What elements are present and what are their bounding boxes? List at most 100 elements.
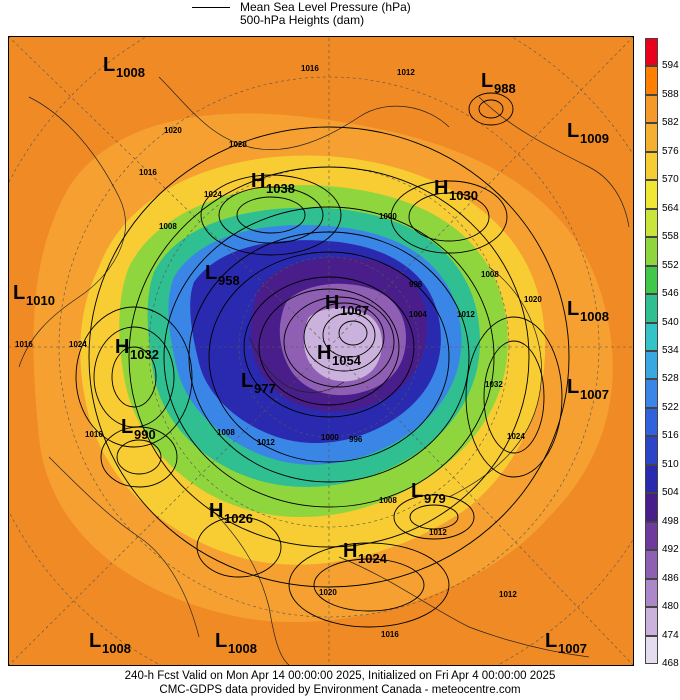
grid-lines — [9, 37, 633, 665]
pressure-center-low: L 1010 — [13, 282, 55, 308]
isobar-label: 1016 — [139, 168, 157, 177]
isobar-label: 1004 — [409, 310, 427, 319]
pressure-center-low: L 1008 — [215, 630, 257, 656]
colorbar-tick-label: 528 — [662, 373, 679, 385]
pressure-center-letter: L — [215, 630, 227, 652]
colorbar-swatch — [645, 550, 658, 579]
pressure-center-low: L 958 — [205, 262, 240, 288]
pressure-center-value: 977 — [254, 381, 276, 396]
pressure-center-low: L 1008 — [89, 630, 131, 656]
pressure-center-letter: L — [241, 370, 253, 392]
pressure-center-letter: H — [115, 336, 129, 358]
colorbar-tick-label: 552 — [662, 259, 679, 271]
pressure-center-high: H 1032 — [115, 336, 159, 362]
colorbar-tick-label: 468 — [662, 658, 679, 669]
colorbar-swatch — [645, 607, 658, 636]
pressure-center-value: 1067 — [340, 303, 369, 318]
colorbar-tick-label: 582 — [662, 117, 679, 129]
colorbar-tick-label: 510 — [662, 458, 679, 470]
colorbar-swatch — [645, 635, 658, 664]
isobar-label: 1000 — [321, 433, 339, 442]
pressure-center-letter: H — [209, 500, 223, 522]
colorbar-swatch — [645, 493, 658, 522]
pressure-center-letter: L — [103, 54, 115, 76]
pressure-center-letter: H — [317, 342, 331, 364]
isobar-label: 1020 — [164, 126, 182, 135]
pressure-center-value: 1009 — [580, 131, 609, 146]
pressure-center-value: 979 — [424, 491, 446, 506]
pressure-center-low: L 1008 — [103, 54, 145, 80]
footer-credit: CMC-GDPS data provided by Environment Ca… — [159, 684, 521, 696]
pressure-center-value: 1007 — [558, 641, 587, 656]
pressure-center-letter: H — [251, 170, 265, 192]
colorbar-swatch — [645, 379, 658, 408]
colorbar-swatch — [645, 322, 658, 351]
pressure-center-value: 990 — [134, 427, 156, 442]
pressure-center-value: 1032 — [130, 347, 159, 362]
pressure-center-high: H 1038 — [251, 170, 295, 196]
isobar-labels: 1016 1012 1020 1028 1024 1016 1008 1000 … — [15, 64, 542, 639]
pressure-center-value: 1007 — [580, 387, 609, 402]
pressure-center-letter: L — [481, 70, 493, 92]
colorbar-tick-label: 504 — [662, 487, 679, 499]
colorbar-swatch — [645, 38, 658, 67]
pressure-center-letter: L — [205, 262, 217, 284]
pressure-center-value: 1026 — [224, 511, 253, 526]
isobar-label: 1016 — [301, 64, 319, 73]
pressure-center-low: L 979 — [411, 480, 446, 506]
colorbar-swatch — [645, 123, 658, 152]
colorbar-tick-label: 516 — [662, 430, 679, 442]
colorbar-tick-label: 540 — [662, 316, 679, 328]
pressure-center-low: L 988 — [481, 70, 516, 96]
colorbar-tick-label: 588 — [662, 88, 679, 100]
isobar-label: 1012 — [499, 590, 517, 599]
legend-heights-label: 500-hPa Heights (dam) — [240, 13, 365, 27]
isobar-label: 1032 — [485, 380, 503, 389]
footer-valid-time: 240-h Fcst Valid on Mon Apr 14 00:00:00 … — [124, 670, 556, 682]
isobars — [75, 92, 570, 628]
isobar-label: 1016 — [85, 430, 103, 439]
isobar-label: 1000 — [379, 212, 397, 221]
legend-mslp-label: Mean Sea Level Pressure (hPa) — [240, 0, 411, 14]
colorbar-swatch — [645, 94, 658, 124]
isobar-label: 1012 — [257, 438, 275, 447]
pressure-center-letter: L — [567, 376, 579, 398]
colorbar-tick-label: 498 — [662, 515, 679, 527]
colorbar-tick-label: 564 — [662, 202, 679, 214]
pressure-center-letter: L — [567, 298, 579, 320]
pressure-center-letter: H — [343, 540, 357, 562]
colorbar-swatch — [645, 265, 658, 295]
pressure-center-letter: L — [567, 120, 579, 142]
forecast-map: 1016 1012 1020 1028 1024 1016 1008 1000 … — [8, 36, 634, 666]
colorbar-swatch — [645, 436, 658, 465]
colorbar-tick-label: 570 — [662, 174, 679, 186]
height-field-core — [303, 308, 383, 382]
colorbar-tick-label: 546 — [662, 288, 679, 300]
isobar-label: 996 — [409, 280, 423, 289]
pressure-center-low: L 977 — [241, 370, 276, 396]
pressure-center-value: 1008 — [116, 65, 145, 80]
chart-header: Mean Sea Level Pressure (hPa) 500-hPa He… — [0, 0, 680, 34]
colorbar-tick-label: 594 — [662, 60, 679, 72]
pressure-center-value: 958 — [218, 273, 240, 288]
pressure-center-letter: L — [89, 630, 101, 652]
pressure-center-value: 1008 — [580, 309, 609, 324]
pressure-center-letter: L — [13, 282, 25, 304]
colorbar-tick-label: 486 — [662, 572, 679, 584]
pressure-center-value: 1008 — [228, 641, 257, 656]
colorbar-swatch — [645, 521, 658, 551]
isobar-label: 1012 — [429, 528, 447, 537]
isobar-label: 1024 — [204, 190, 222, 199]
pressure-center-low: L 1007 — [567, 376, 609, 402]
pressure-center-high: H 1054 — [317, 342, 362, 368]
pressure-center-value: 988 — [494, 81, 516, 96]
isobar-label: 1016 — [15, 340, 33, 349]
isobar-label: 1016 — [381, 630, 399, 639]
isobar-label: 1008 — [159, 222, 177, 231]
colorbar-swatch — [645, 180, 658, 209]
isobar-label: 1028 — [229, 140, 247, 149]
pressure-center-low: L 990 — [121, 416, 156, 442]
colorbar-swatch — [645, 407, 658, 437]
pressure-center-letter: L — [121, 416, 133, 438]
